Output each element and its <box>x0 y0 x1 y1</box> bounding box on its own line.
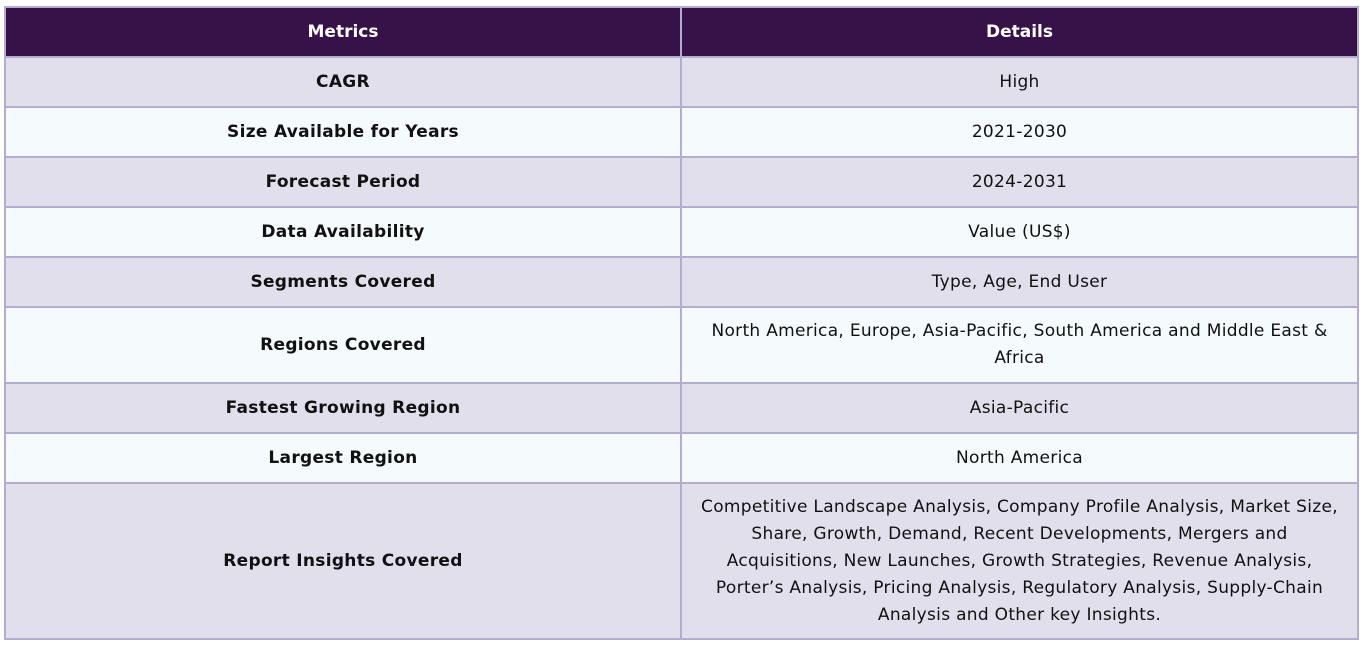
table-row: Forecast Period 2024-2031 <box>4 156 1359 208</box>
header-details: Details <box>680 6 1359 58</box>
detail-cell: North America <box>680 432 1359 484</box>
metric-cell: CAGR <box>4 56 682 108</box>
metrics-table: Metrics Details CAGR High Size Available… <box>4 6 1359 640</box>
metric-cell: Report Insights Covered <box>4 482 682 640</box>
metric-cell: Fastest Growing Region <box>4 382 682 434</box>
table-row: Regions Covered North America, Europe, A… <box>4 306 1359 384</box>
metric-cell: Data Availability <box>4 206 682 258</box>
table-row: CAGR High <box>4 56 1359 108</box>
table-row: Segments Covered Type, Age, End User <box>4 256 1359 308</box>
detail-cell: Asia-Pacific <box>680 382 1359 434</box>
detail-cell: Value (US$) <box>680 206 1359 258</box>
detail-cell: Competitive Landscape Analysis, Company … <box>680 482 1359 640</box>
header-metrics: Metrics <box>4 6 682 58</box>
metric-cell: Forecast Period <box>4 156 682 208</box>
detail-cell: North America, Europe, Asia-Pacific, Sou… <box>680 306 1359 384</box>
detail-cell: 2024-2031 <box>680 156 1359 208</box>
metric-cell: Size Available for Years <box>4 106 682 158</box>
metric-cell: Largest Region <box>4 432 682 484</box>
table-row: Size Available for Years 2021-2030 <box>4 106 1359 158</box>
table-row: Largest Region North America <box>4 432 1359 484</box>
detail-cell: Type, Age, End User <box>680 256 1359 308</box>
metric-cell: Regions Covered <box>4 306 682 384</box>
detail-cell: High <box>680 56 1359 108</box>
metrics-table-container: Metrics Details CAGR High Size Available… <box>4 6 1359 640</box>
table-row: Fastest Growing Region Asia-Pacific <box>4 382 1359 434</box>
table-row: Report Insights Covered Competitive Land… <box>4 482 1359 640</box>
table-row: Data Availability Value (US$) <box>4 206 1359 258</box>
detail-cell: 2021-2030 <box>680 106 1359 158</box>
metric-cell: Segments Covered <box>4 256 682 308</box>
table-header-row: Metrics Details <box>4 6 1359 58</box>
